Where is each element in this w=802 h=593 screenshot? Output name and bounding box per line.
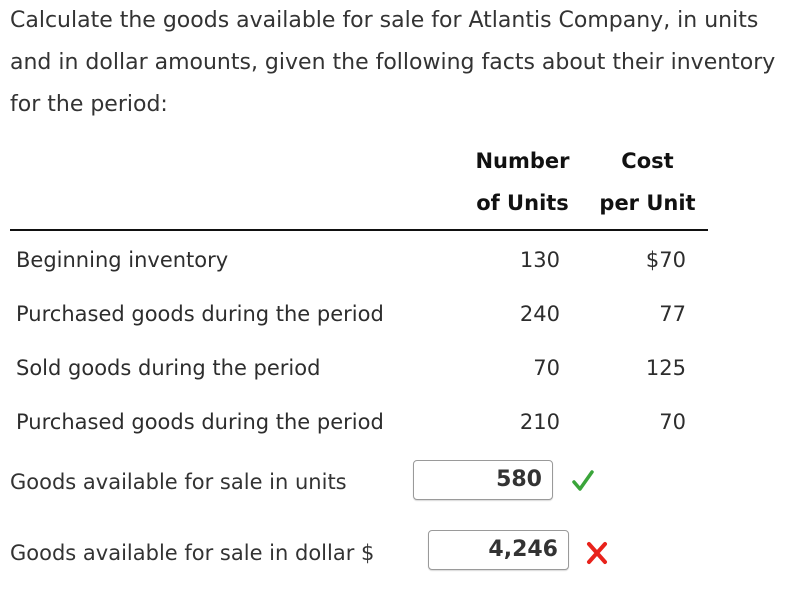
header-divider [10, 229, 708, 231]
column-header-cost: Cost per Unit [590, 140, 705, 224]
dollars-answer-input[interactable]: 4,246 [428, 530, 569, 570]
row-cost: 77 [659, 302, 686, 326]
units-answer-input[interactable]: 580 [413, 460, 553, 500]
question-prompt: Calculate the goods available for sale f… [10, 8, 776, 117]
header-units-line1: Number [475, 149, 570, 173]
row-units: 240 [519, 302, 560, 326]
table-row: Purchased goods during the period 240 77 [16, 299, 696, 329]
header-cost-line2: per Unit [599, 191, 696, 215]
row-cost: 125 [645, 356, 686, 380]
table-row: Purchased goods during the period 210 70 [16, 407, 696, 437]
x-icon [587, 542, 607, 564]
row-cost: $70 [645, 248, 686, 272]
row-units: 130 [519, 248, 560, 272]
header-cost-line1: Cost [621, 149, 674, 173]
header-units-line2: of Units [476, 191, 569, 215]
row-label: Purchased goods during the period [16, 410, 384, 434]
row-label: Purchased goods during the period [16, 302, 384, 326]
row-cost: 70 [659, 410, 686, 434]
units-answer-label: Goods available for sale in units [10, 470, 347, 494]
row-units: 70 [533, 356, 560, 380]
column-header-units: Number of Units [465, 140, 580, 224]
row-label: Sold goods during the period [16, 356, 321, 380]
row-label: Beginning inventory [16, 248, 229, 272]
table-row: Beginning inventory 130 $70 [16, 245, 696, 275]
check-icon [572, 470, 594, 491]
row-units: 210 [519, 410, 560, 434]
table-row: Sold goods during the period 70 125 [16, 353, 696, 383]
dollars-answer-label: Goods available for sale in dollar $ [10, 541, 375, 565]
